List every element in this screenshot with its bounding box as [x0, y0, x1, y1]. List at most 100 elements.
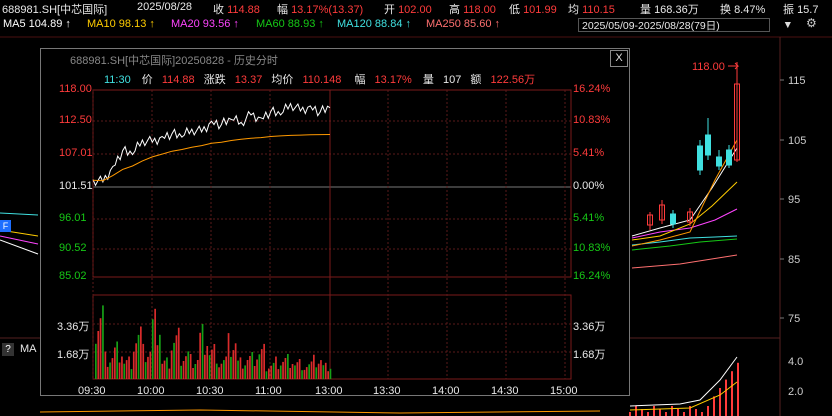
price-tick-label: 115 [788, 75, 806, 87]
ma-item-3: MA60 88.93 ↑ [256, 18, 324, 30]
flag-badge[interactable]: F [0, 220, 11, 232]
right-axis-label: 5.41% [573, 147, 605, 159]
volume-ma-line [629, 381, 738, 411]
volume-axis-label: 3.36万 [57, 321, 90, 333]
left-ma-line [0, 239, 39, 255]
info-vol: 107 [442, 74, 462, 86]
gear-icon[interactable]: ⚙ [806, 16, 817, 30]
close-button[interactable]: X [610, 50, 628, 67]
time-axis-label: 10:30 [196, 385, 224, 397]
left-ma-line [0, 212, 39, 216]
volume-bar [308, 364, 310, 379]
volume-bar [140, 326, 142, 379]
right-axis-label: 16.24% [573, 270, 611, 282]
volume-bar [324, 362, 327, 379]
time-axis-label: 09:30 [78, 385, 106, 397]
volume-bar [213, 344, 216, 379]
info-amt: 122.56万 [490, 74, 536, 86]
volume-bar [211, 349, 213, 379]
header-item-label: 高 [449, 4, 464, 16]
volume-bar [161, 363, 164, 379]
date-range-text: 2025/05/09-2025/08/28(79日) [582, 20, 720, 32]
volume-bar [291, 364, 294, 379]
volume-bar [289, 368, 291, 379]
volume-bar [270, 365, 273, 379]
avg-price-line [92, 134, 331, 182]
volume-bar [159, 334, 161, 379]
info-price-label: 价 [141, 74, 153, 86]
candle-body [716, 156, 722, 167]
volume-axis-label: 3.36万 [573, 321, 606, 333]
volume-bar [305, 367, 308, 379]
volume-bar [189, 354, 192, 379]
volume-bar [204, 354, 206, 379]
volume-tick-label: 4.0 [788, 356, 803, 368]
volume-bar [185, 356, 187, 379]
header-item-value: 13.17%(13.37) [291, 4, 364, 16]
volume-bar [121, 356, 123, 379]
volume-bar [268, 368, 270, 379]
chevron-down-icon[interactable]: ▼ [782, 19, 793, 31]
right-axis-label: 10.83% [573, 114, 611, 126]
volume-bar [182, 361, 185, 379]
volume-bar [298, 359, 301, 379]
volume-bar [156, 345, 159, 379]
volume-bar [137, 334, 140, 379]
quote-date: 2025/08/28 [137, 1, 193, 13]
volume-bar [199, 332, 201, 379]
left-axis-label: 101.51 [59, 180, 93, 192]
time-axis-label: 15:00 [550, 385, 578, 397]
right-axis-label: 5.41% [573, 212, 605, 224]
volume-bar [132, 351, 135, 379]
quote-header: 688981.SH[中芯国际] 2025/08/28 收 114.88 幅 13.… [0, 0, 832, 16]
time-axis-label: 13:30 [373, 385, 401, 397]
right-axis-label: 0.00% [573, 180, 605, 192]
price-tick-label: 95 [788, 194, 800, 206]
volume-bar [142, 343, 145, 379]
volume-bar [111, 358, 114, 379]
header-item-0: 收 114.88 [213, 1, 260, 17]
volume-ma-line [39, 409, 601, 414]
volume-bar [123, 363, 126, 379]
volume-bar [201, 324, 204, 379]
volume-bar [263, 343, 265, 379]
info-change-label: 涨跌 [203, 74, 226, 86]
header-item-label: 开 [384, 4, 399, 16]
ma20-line [631, 208, 738, 239]
volume-bar [206, 346, 209, 379]
date-range-selector[interactable]: 2025/05/09-2025/08/28(79日) ▼ [578, 18, 793, 32]
volume-bar [149, 351, 152, 379]
volume-bar [265, 371, 268, 379]
volume-bar [230, 356, 232, 379]
volume-bar [151, 319, 154, 379]
volume-bar [106, 366, 109, 379]
left-ma-line [0, 235, 39, 245]
ma60-line [631, 238, 738, 251]
volume-bar [104, 351, 107, 379]
ma250-line [631, 254, 738, 269]
info-pct: 13.17% [374, 74, 412, 86]
volume-bar [287, 354, 289, 379]
volume-bar [144, 362, 147, 379]
volume-tick-label: 2.0 [788, 386, 803, 398]
time-axis-label: 14:00 [432, 385, 460, 397]
header-item-4: 低 101.99 [509, 1, 557, 17]
volume-bar [241, 368, 244, 379]
timeshare-chart[interactable] [41, 49, 629, 395]
volume-bar [232, 350, 235, 379]
volume-bar [95, 343, 97, 379]
volume-bar [227, 333, 230, 379]
header-item-label: 振 [783, 4, 798, 16]
volume-bar [275, 356, 277, 379]
help-button[interactable]: ? [2, 343, 14, 356]
ma-item-5: MA250 85.60 ↑ [426, 18, 500, 30]
volume-bar [116, 341, 118, 379]
candle-body [687, 211, 693, 223]
history-timeshare-popup[interactable]: 688981.SH[中芯国际]20250828 - 历史分时 X 11:30 价… [40, 48, 630, 397]
volume-bar [303, 369, 306, 379]
volume-bar [170, 350, 173, 379]
volume-bar [310, 361, 313, 379]
volume-bar [320, 360, 322, 379]
info-amt-label: 额 [470, 74, 482, 86]
candle-body [659, 204, 665, 221]
